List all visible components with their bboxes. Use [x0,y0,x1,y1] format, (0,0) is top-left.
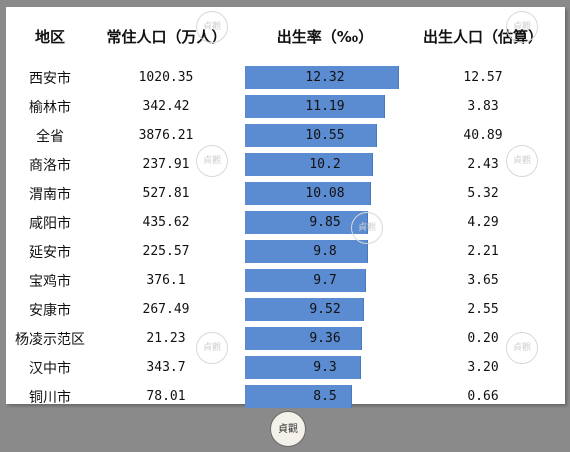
births-cell: 2.21 [467,244,499,259]
birth-rate-value: 9.3 [313,360,337,375]
birth-rate-cell: 10.55 [245,121,405,150]
table-row: 汉中市 343.7 9.3 3.20 [6,353,565,382]
population-cell: 225.57 [142,244,190,259]
birth-rate-cell: 10.2 [245,150,405,179]
birth-rate-bar [245,240,368,263]
birth-rate-cell: 8.5 [245,382,405,411]
table-row: 全省 3876.21 10.55 40.89 [6,121,565,150]
region-cell: 铜川市 [29,389,71,406]
births-cell: 4.29 [467,215,499,230]
region-cell: 商洛市 [29,157,71,174]
data-table-panel: 地区 常住人口（万人） 出生率（%₀） 出生人口（估算） 西安市 1020.35 1… [6,7,565,408]
table-row: 安康市 267.49 9.52 2.55 [6,295,565,324]
population-cell: 21.23 [146,331,186,346]
birth-rate-bar [245,327,362,350]
birth-rate-value: 11.19 [305,99,345,114]
birth-rate-value: 10.08 [305,186,345,201]
header-region: 地区 [34,27,65,46]
birth-rate-bar [245,124,377,147]
watermark-seal: 貞觀 [506,11,538,43]
birth-rate-cell: 9.3 [245,353,405,382]
births-cell: 12.57 [463,70,503,85]
birth-rate-value: 8.5 [313,389,337,404]
region-cell: 渭南市 [29,186,71,203]
region-cell: 咸阳市 [29,215,71,232]
region-cell: 西安市 [29,70,71,87]
table-row: 宝鸡市 376.1 9.7 3.65 [6,266,565,295]
birth-rate-cell: 11.19 [245,92,405,121]
birth-rate-value: 10.2 [309,157,341,172]
births-cell: 40.89 [463,128,503,143]
region-cell: 杨凌示范区 [15,331,85,348]
table-row: 西安市 1020.35 12.32 12.57 [6,63,565,92]
table-row: 延安市 225.57 9.8 2.21 [6,237,565,266]
population-cell: 342.42 [142,99,190,114]
birth-rate-bar [245,269,366,292]
birth-rate-bar [245,66,399,89]
birth-rate-value: 10.55 [305,128,345,143]
region-cell: 宝鸡市 [29,273,71,290]
births-cell: 5.32 [467,186,499,201]
birth-rate-cell: 9.85 [245,208,405,237]
birth-rate-value: 9.7 [313,273,337,288]
table-row: 榆林市 342.42 11.19 3.83 [6,92,565,121]
births-cell: 3.65 [467,273,499,288]
births-cell: 3.20 [467,360,499,375]
population-cell: 527.81 [142,186,190,201]
watermark-seal: 貞觀 [506,332,538,364]
births-cell: 2.55 [467,302,499,317]
birth-rate-bar [245,356,361,379]
population-cell: 267.49 [142,302,190,317]
birth-rate-cell: 12.32 [245,63,405,92]
birth-rate-value: 9.85 [309,215,341,230]
birth-rate-bar [245,298,364,321]
watermark-seal: 貞觀 [196,11,228,43]
birth-rate-bar [245,153,373,176]
birth-rate-bar [245,182,371,205]
birth-rate-cell: 9.52 [245,295,405,324]
watermark-seal: 貞觀 [506,145,538,177]
population-cell: 78.01 [146,389,186,404]
watermark-seal: 貞觀 [351,212,383,244]
region-cell: 延安市 [29,244,71,261]
birth-rate-cell: 9.8 [245,237,405,266]
population-cell: 1020.35 [138,70,194,85]
population-cell: 237.91 [142,157,190,172]
birth-rate-value: 12.32 [305,70,345,85]
birth-rate-bar [245,385,352,408]
birth-rate-bar [245,95,385,118]
watermark-seal: 貞觀 [196,332,228,364]
table-row: 杨凌示范区 21.23 9.36 0.20 [6,324,565,353]
table-row: 渭南市 527.81 10.08 5.32 [6,179,565,208]
births-cell: 2.43 [467,157,499,172]
births-cell: 3.83 [467,99,499,114]
birth-rate-cell: 9.7 [245,266,405,295]
birth-rate-cell: 9.36 [245,324,405,353]
birth-rate-value: 9.52 [309,302,341,317]
watermark-seal: 貞觀 [196,145,228,177]
births-cell: 0.20 [467,331,499,346]
population-cell: 376.1 [146,273,186,288]
header-birth-rate: 出生率（%₀） [276,27,374,46]
table-row: 咸阳市 435.62 9.85 4.29 [6,208,565,237]
births-cell: 0.66 [467,389,499,404]
population-cell: 343.7 [146,360,186,375]
table-row: 商洛市 237.91 10.2 2.43 [6,150,565,179]
region-cell: 全省 [36,128,64,145]
population-cell: 435.62 [142,215,190,230]
region-cell: 榆林市 [29,99,71,116]
birth-rate-value: 9.36 [309,331,341,346]
table-row: 铜川市 78.01 8.5 0.66 [6,382,565,411]
brand-logo: 貞觀 [270,411,306,447]
population-cell: 3876.21 [138,128,194,143]
region-cell: 汉中市 [29,360,71,377]
region-cell: 安康市 [29,302,71,319]
birth-rate-cell: 10.08 [245,179,405,208]
birth-rate-value: 9.8 [313,244,337,259]
